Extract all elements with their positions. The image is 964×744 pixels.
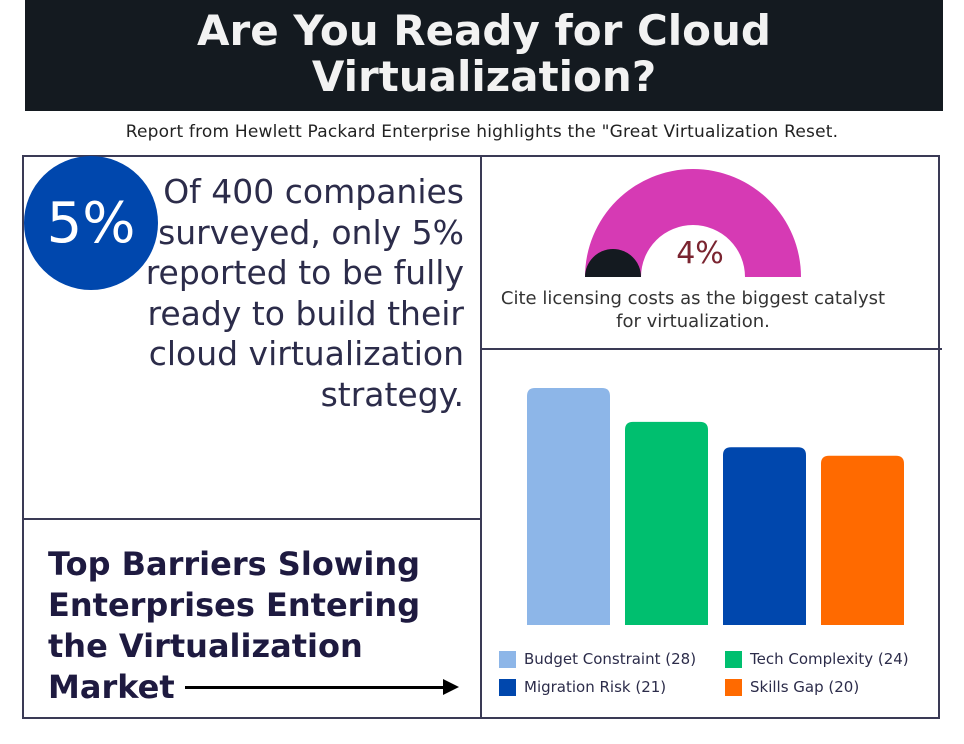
header-banner: Are You Ready for Cloud Virtualization?	[25, 0, 943, 111]
legend-label: Tech Complexity (24)	[750, 650, 909, 668]
legend-item: Tech Complexity (24)	[725, 650, 909, 668]
arrowhead-icon	[443, 679, 459, 695]
legend-swatch	[499, 650, 516, 668]
legend-swatch	[499, 678, 516, 696]
bar-skills-gap	[821, 455, 904, 625]
gauge	[585, 169, 801, 277]
bar-migration-risk	[723, 447, 806, 625]
legend-label: Skills Gap (20)	[750, 678, 860, 696]
bar-budget-constraint	[527, 388, 610, 625]
bar-tech-complexity	[625, 421, 708, 625]
legend-label: Budget Constraint (28)	[524, 650, 697, 668]
gauge-caption: Cite licensing costs as the biggest cata…	[500, 288, 886, 332]
legend-label: Migration Risk (21)	[524, 678, 667, 696]
legend-swatch	[725, 650, 742, 668]
legend-item: Budget Constraint (28)	[499, 650, 696, 668]
arrow-icon	[185, 686, 447, 689]
divider-vertical	[480, 155, 482, 719]
legend-item: Skills Gap (20)	[725, 678, 859, 696]
legend-item: Migration Risk (21)	[499, 678, 666, 696]
legend-swatch	[725, 678, 742, 696]
stat-text: Of 400 companies surveyed, only 5% repor…	[145, 172, 464, 414]
bar-chart	[527, 388, 904, 625]
gauge-value: 4%	[676, 236, 724, 271]
gauge-arc	[585, 169, 801, 277]
divider-right	[480, 348, 942, 350]
stat-badge: 5%	[24, 156, 158, 290]
title-line-2: Virtualization?	[311, 52, 657, 101]
subtitle: Report from Hewlett Packard Enterprise h…	[125, 122, 839, 142]
divider-left	[22, 518, 482, 520]
title-line-1: Are You Ready for Cloud	[197, 6, 771, 55]
barriers-title: Top Barriers Slowing Enterprises Enterin…	[48, 545, 421, 706]
gauge-marker	[585, 249, 641, 277]
